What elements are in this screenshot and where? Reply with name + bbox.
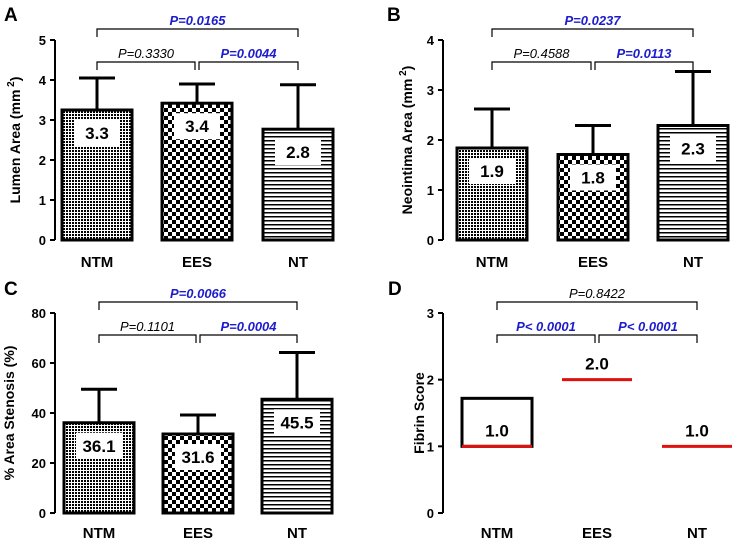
x-tick-label: NT (288, 254, 308, 271)
x-tick-label: EES (182, 254, 212, 271)
significance-bracket (96, 28, 299, 37)
p-value-label: P=0.1101 (120, 319, 175, 334)
value-label: 45.5 (280, 413, 313, 432)
x-tick-label: EES (578, 254, 608, 271)
p-value-label: P=0.0004 (220, 319, 277, 334)
panel-a: A 0 1 2 3 4 5 Lumen Area (mm 2) NTM EES NT 3.3 3.4 2.… (4, 5, 335, 271)
panel-d: D 0 1 2 3 Fibrin Score NTM EES NT 1.0 2.0 1.0 P=0.84… (388, 279, 732, 542)
panels: A 0 1 2 3 4 5 Lumen Area (mm 2) NTM EES NT 3.3 3.4 2.… (1, 5, 732, 542)
p-value-label: P=0.0044 (220, 46, 277, 61)
x-tick-label: NT (287, 525, 307, 542)
y-axis-label: Neointima Area (mm 2) (398, 66, 415, 215)
value-label-box (74, 120, 120, 146)
value-label: 3.3 (85, 124, 109, 143)
p-value-label: P< 0.0001 (516, 319, 576, 334)
p-value-label: P=0.0113 (616, 46, 672, 61)
y-tick-label: 80 (32, 306, 46, 321)
value-label-box (670, 135, 716, 162)
significance-bracket (491, 28, 694, 37)
y-tick-label: 2 (39, 153, 46, 168)
bar (455, 146, 529, 242)
y-tick-label: 5 (39, 33, 46, 48)
p-value-label: P=0.4588 (513, 46, 570, 61)
value-label-box (469, 158, 515, 184)
significance-bracket (198, 61, 299, 70)
value-label-box (274, 409, 320, 436)
value-label: 1.9 (480, 162, 504, 181)
p-value-label: P=0.8422 (569, 286, 626, 301)
x-tick-label: NTM (476, 254, 509, 271)
value-label-box (275, 139, 321, 166)
y-tick-label: 60 (32, 356, 46, 371)
y-tick-label: 0 (39, 233, 46, 248)
value-label: 2.3 (681, 140, 705, 159)
value-label-box (570, 164, 616, 191)
x-tick-label: NT (687, 525, 707, 542)
y-axis-label: Lumen Area (mm 2) (6, 77, 23, 204)
value-label-box (174, 113, 220, 140)
y-tick-label: 1 (39, 193, 46, 208)
p-value-label: P=0.0165 (169, 13, 226, 28)
significance-bracket (491, 61, 592, 70)
x-tick-label: NTM (83, 525, 116, 542)
y-tick-label: 3 (427, 83, 434, 98)
x-tick-label: NT (683, 254, 703, 271)
value-label-box (175, 444, 221, 470)
panel-b: B 0 1 2 3 4 Neointima Area (mm 2) NTM EES NT 1.9 1.… (387, 5, 730, 271)
significance-bracket (98, 301, 298, 310)
p-value-label: P=0.0237 (564, 13, 621, 28)
significance-bracket (598, 334, 698, 343)
value-label: 1.0 (485, 421, 509, 440)
value-label: 1.0 (685, 421, 709, 440)
panel-c: C 0 20 40 60 80 % Area Stenosis (%) NTM EES NT 36.… (1, 279, 334, 542)
y-tick-label: 1 (427, 439, 434, 454)
p-value-label: P=0.3330 (118, 46, 175, 61)
y-tick-label: 0 (39, 506, 46, 521)
y-tick-label: 2 (427, 373, 434, 388)
x-tick-label: EES (582, 525, 612, 542)
y-axis-label: Fibrin Score (411, 372, 427, 454)
significance-bracket (96, 61, 196, 70)
y-tick-label: 4 (427, 33, 435, 48)
y-tick-label: 3 (427, 306, 434, 321)
value-label: 1.8 (581, 169, 605, 188)
panel-letter: A (4, 5, 18, 26)
value-label: 36.1 (82, 437, 115, 456)
y-tick-label: 3 (39, 113, 46, 128)
value-label-box (76, 432, 122, 459)
panel-letter: C (4, 279, 18, 300)
x-tick-label: NTM (481, 525, 514, 542)
value-label: 2.8 (286, 143, 310, 162)
value-label: 31.6 (181, 448, 214, 467)
y-axis-label: % Area Stenosis (%) (1, 346, 17, 481)
y-tick-label: 40 (32, 406, 46, 421)
y-tick-label: 20 (32, 456, 46, 471)
y-tick-label: 4 (39, 73, 47, 88)
y-tick-label: 1 (427, 183, 434, 198)
value-label: 3.4 (185, 117, 209, 136)
p-value-label: P< 0.0001 (618, 319, 678, 334)
y-tick-label: 2 (427, 133, 434, 148)
p-value-label: P=0.0066 (170, 286, 227, 301)
panel-letter: D (388, 279, 402, 300)
panel-letter: B (387, 5, 401, 26)
x-tick-label: NTM (81, 254, 114, 271)
significance-bracket (199, 334, 298, 343)
significance-bracket (594, 61, 694, 70)
significance-bracket (98, 334, 197, 343)
significance-bracket (496, 334, 596, 343)
significance-bracket (496, 301, 698, 310)
y-tick-label: 0 (427, 233, 434, 248)
value-label: 2.0 (585, 355, 609, 374)
y-tick-label: 0 (427, 506, 434, 521)
x-tick-label: EES (183, 525, 213, 542)
